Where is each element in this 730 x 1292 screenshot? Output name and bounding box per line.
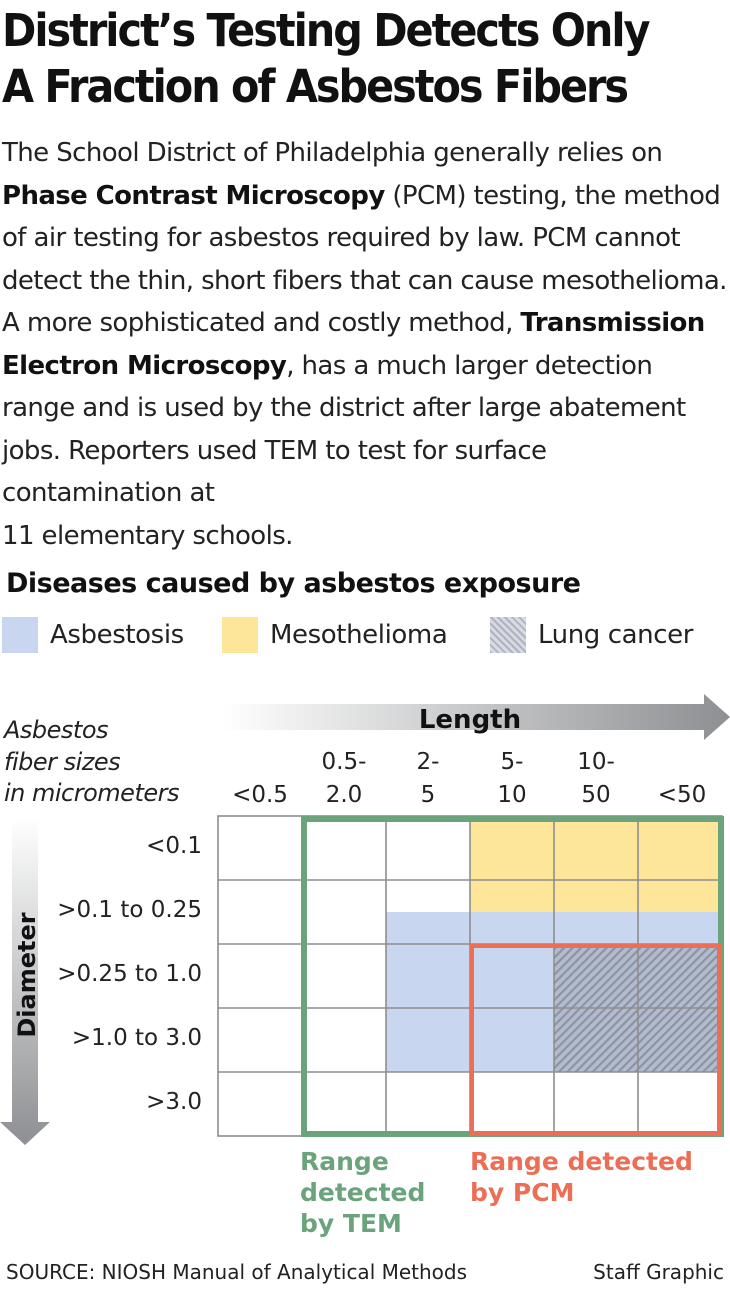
diseases-title: Diseases caused by asbestos exposure xyxy=(6,568,581,599)
headline-line-1: District’s Testing Detects Only xyxy=(2,4,651,57)
pcm-range-label: Range detected by PCM xyxy=(470,1147,693,1207)
col-head-2: 0.5- 2.0 xyxy=(321,749,367,808)
tem-range-label: Range detected by TEM xyxy=(300,1147,426,1238)
row-head-2: >0.1 to 0.25 xyxy=(57,897,202,923)
mesothelioma-cells xyxy=(470,816,722,912)
headline-line-2: A Fraction of Asbestos Fibers xyxy=(2,60,629,113)
row-head-3: >0.25 to 1.0 xyxy=(57,961,202,987)
intro-bold-tem: Transmission Electron Microscopy xyxy=(2,308,705,381)
row-head-4: >1.0 to 3.0 xyxy=(71,1025,202,1051)
fiber-sizes-label: Asbestos fiber sizes in micrometers xyxy=(4,715,180,810)
legend-item-mesothelioma: Mesothelioma xyxy=(222,616,448,654)
staff-credit: Staff Graphic xyxy=(593,1260,724,1284)
source-note: SOURCE: NIOSH Manual of Analytical Metho… xyxy=(6,1260,468,1284)
asbestosis-swatch xyxy=(2,617,38,653)
fiber-sizes-label-line-2: fiber sizes xyxy=(4,747,121,776)
intro-text-3: , has a much larger detection range and … xyxy=(2,350,686,509)
mesothelioma-swatch xyxy=(222,617,258,653)
lung-cancer-swatch xyxy=(490,617,526,653)
fiber-sizes-label-line-3: in micrometers xyxy=(4,779,180,807)
col-head-6: <50 xyxy=(657,782,707,808)
legend-label-asbestosis: Asbestosis xyxy=(50,620,184,650)
pcm-range-outline xyxy=(470,944,721,1136)
diameter-axis-label: Diameter xyxy=(13,912,41,1037)
intro-text-2: (PCM) testing, the method of air testing… xyxy=(2,180,727,339)
col-head-5: 10- 50 xyxy=(577,749,615,808)
intro-text-4: 11 elementary schools. xyxy=(2,520,293,551)
length-axis-label: Length xyxy=(419,705,521,735)
col-head-3: 2- 5 xyxy=(416,749,440,808)
legend-label-mesothelioma: Mesothelioma xyxy=(270,620,448,650)
col-head-1: <0.5 xyxy=(232,782,288,808)
intro-bold-pcm: Phase Contrast Microscopy xyxy=(2,180,385,211)
fiber-sizes-label-line-1: Asbestos xyxy=(4,716,109,744)
intro-paragraph: The School District of Philadelphia gene… xyxy=(2,132,730,557)
legend-label-lung-cancer: Lung cancer xyxy=(538,620,694,650)
row-head-1: <0.1 xyxy=(146,833,202,859)
legend-item-lung-cancer: Lung cancer xyxy=(490,616,693,654)
length-arrow xyxy=(222,694,730,740)
intro-text-1: The School District of Philadelphia gene… xyxy=(2,138,663,168)
row-head-5: >3.0 xyxy=(146,1089,202,1115)
diameter-arrow xyxy=(0,818,50,1145)
legend-item-asbestosis: Asbestosis xyxy=(2,616,184,654)
col-head-4: 5- 10 xyxy=(497,749,527,808)
